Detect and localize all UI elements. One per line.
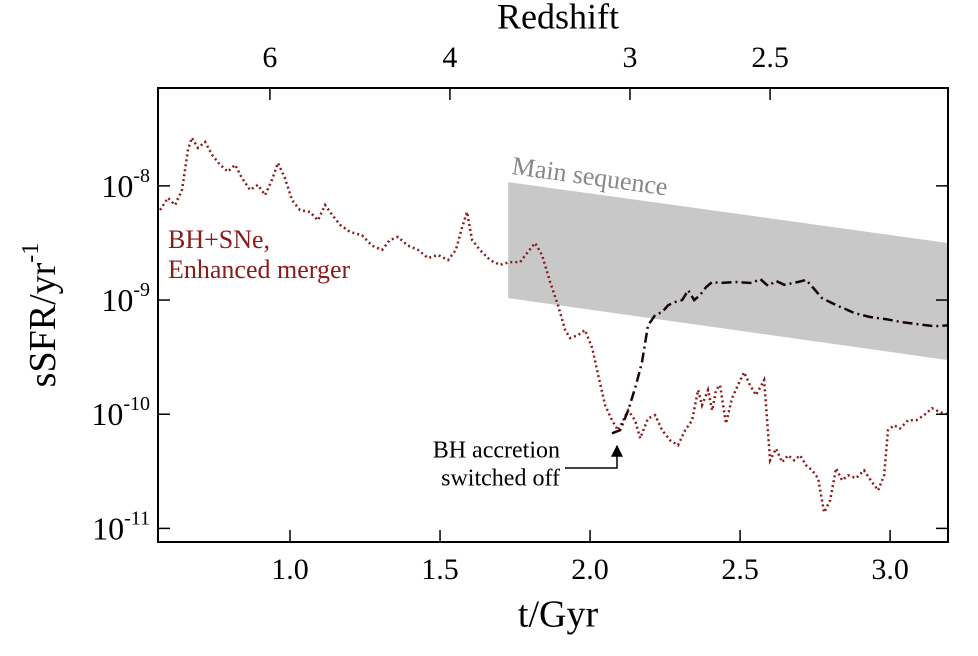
y-tick-exponent: -9 [133,279,150,301]
annotation: switched off [441,466,560,492]
y-tick-label: 10-10 [91,393,150,433]
main-sequence-band [508,182,948,361]
y-tick-base: 10 [101,282,133,318]
x-tick-label: 1.5 [421,553,459,586]
x2-tick-label: 2.5 [751,41,789,74]
x2-tick-label: 6 [262,41,277,74]
frame [157,87,949,543]
x2-tick-label: 3 [622,41,637,74]
series-line [159,134,948,517]
y-tick-label: 10-11 [92,507,150,547]
annotation: BH+SNe, [168,225,270,254]
x-tick-label: 2.5 [721,553,759,586]
y-tick-label: 10-8 [101,164,150,204]
y-axis-label-exponent: -1 [18,243,44,263]
x-tick-label: 3.0 [871,553,909,586]
x-tick-label: 2.0 [571,553,609,586]
y-tick-exponent: -8 [133,164,150,186]
y-tick-label: 10-9 [101,279,150,319]
y-axis-label-text: sSFR/yr [22,262,64,387]
y-axis-label: sSFR/yr-1 [18,243,64,388]
y-tick-exponent: -11 [124,507,150,529]
x2-tick-label: 4 [442,41,457,74]
y-tick-exponent: -10 [123,393,150,415]
y-tick-base: 10 [101,168,133,204]
annotation: Enhanced merger [168,255,350,284]
annotation-arrow [565,444,623,469]
y-tick-base: 10 [92,511,124,547]
annotation: BH accretion [433,438,560,464]
y-tick-base: 10 [91,397,123,433]
x-tick-label: 1.0 [271,553,309,586]
plot-area [159,134,948,517]
x-axis-label: t/Gyr [518,594,599,636]
x2-axis-label: Redshift [497,0,619,36]
